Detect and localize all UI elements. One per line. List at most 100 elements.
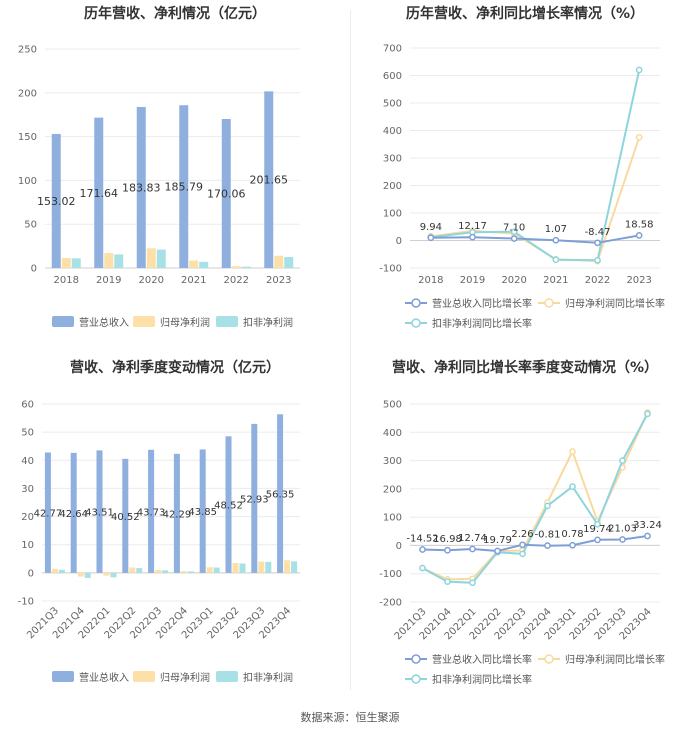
y-tick-label: 400 (383, 428, 402, 439)
y-tick-label: 100 (18, 176, 37, 187)
y-tick-label: 300 (383, 154, 402, 165)
x-tick-label: 2020 (501, 275, 526, 286)
bar (199, 449, 206, 573)
bar (284, 560, 291, 573)
data-label: 7.10 (503, 223, 525, 234)
data-label: 43.73 (137, 507, 166, 518)
y-tick-label: 0 (31, 264, 37, 275)
y-tick-label: 100 (383, 513, 402, 524)
series-line (422, 535, 648, 553)
data-point (419, 564, 426, 572)
bar (187, 571, 194, 573)
bar (58, 569, 65, 573)
chart-title: 历年营收、净利情况（亿元） (84, 5, 266, 22)
bar (179, 105, 189, 269)
bar (206, 567, 213, 573)
x-tick-label: 2020 (139, 275, 164, 286)
bar (265, 561, 272, 573)
y-tick-label: -200 (379, 598, 402, 609)
data-label: 183.83 (122, 181, 161, 194)
chart-title: 历年营收、净利同比增长率情况（%） (406, 5, 644, 22)
data-label: 201.65 (250, 174, 289, 187)
data-point (569, 483, 576, 490)
data-label: 16.98 (433, 534, 462, 545)
data-point (619, 536, 626, 543)
bar (155, 570, 162, 573)
y-tick-label: 400 (383, 126, 402, 137)
bar (156, 249, 166, 268)
x-tick-label: 2019 (96, 275, 121, 286)
data-point (644, 410, 651, 418)
x-tick-label: 2022 (585, 275, 610, 286)
y-tick-label: 40 (21, 456, 34, 467)
data-label: 171.64 (80, 187, 119, 200)
data-point (552, 236, 560, 244)
data-point (569, 541, 576, 549)
legend-marker (411, 318, 421, 328)
bar (103, 572, 110, 576)
data-label: 153.02 (37, 195, 76, 208)
x-tick-label: 2019 (460, 275, 485, 286)
bar (114, 254, 124, 268)
y-tick-label: 50 (24, 220, 37, 231)
annual-growth-rate-chart: 历年营收、净利同比增长率情况（%） -100 0 100 200 300 400 500 600… (350, 0, 700, 345)
series-line (422, 412, 649, 581)
data-label: 2.26 (511, 529, 533, 540)
legend-label: 归母净利润同比增长率 (565, 653, 665, 666)
data-point (569, 448, 576, 455)
data-label: 9.94 (420, 222, 442, 233)
x-tick-label: 2018 (418, 275, 443, 286)
quarterly-growth-rate-chart: 营收、净利同比增长率季度变动情况（%） -200 -100 0 100 200 300 400… (350, 350, 700, 700)
bar (70, 452, 77, 573)
y-tick-label: 300 (383, 456, 402, 467)
data-label: 1.07 (545, 224, 567, 235)
data-label: 21.03 (608, 523, 637, 534)
data-point (594, 239, 601, 247)
bar (84, 572, 91, 578)
data-label: 40.52 (111, 512, 140, 523)
bar (284, 257, 294, 268)
y-tick-label: -100 (379, 569, 402, 580)
data-point (469, 579, 476, 587)
bar (199, 261, 209, 268)
y-tick-label: 500 (383, 400, 402, 411)
y-tick-label: 200 (383, 484, 402, 495)
bar (94, 117, 104, 268)
bar (291, 561, 298, 573)
panel-divider (350, 10, 351, 690)
y-tick-label: 200 (18, 88, 37, 99)
data-label: 170.06 (207, 188, 246, 201)
y-tick-label: -10 (18, 597, 34, 608)
bar (213, 567, 220, 573)
data-label: 56.35 (266, 490, 295, 501)
data-label: -8.47 (585, 227, 611, 238)
bar (136, 568, 143, 573)
bar (264, 91, 274, 268)
bar (122, 458, 129, 573)
legend-label: 扣非净利润同比增长率 (432, 673, 532, 686)
x-tick-label: 2021 (181, 275, 206, 286)
x-tick-label: 2023 (266, 275, 291, 286)
data-label: 19.74 (583, 524, 612, 535)
bar (225, 436, 232, 573)
bar (189, 260, 199, 268)
bar (51, 568, 58, 573)
legend-marker (411, 298, 421, 308)
bar (251, 423, 258, 573)
legend-label: 归母净利润同比增长率 (565, 297, 665, 310)
bar (274, 255, 284, 268)
y-tick-label: 50 (21, 428, 34, 439)
data-point (594, 536, 601, 544)
data-point (494, 547, 501, 555)
y-tick-label: -100 (379, 264, 402, 275)
legend-swatch (216, 316, 238, 327)
data-point (519, 541, 526, 549)
series-line (430, 69, 641, 262)
series-line (422, 413, 649, 584)
data-label: 12.17 (458, 221, 487, 232)
bar (148, 449, 155, 573)
data-point (519, 550, 526, 558)
bar (110, 572, 117, 578)
data-label: 42.77 (34, 509, 63, 520)
data-point (594, 520, 601, 528)
